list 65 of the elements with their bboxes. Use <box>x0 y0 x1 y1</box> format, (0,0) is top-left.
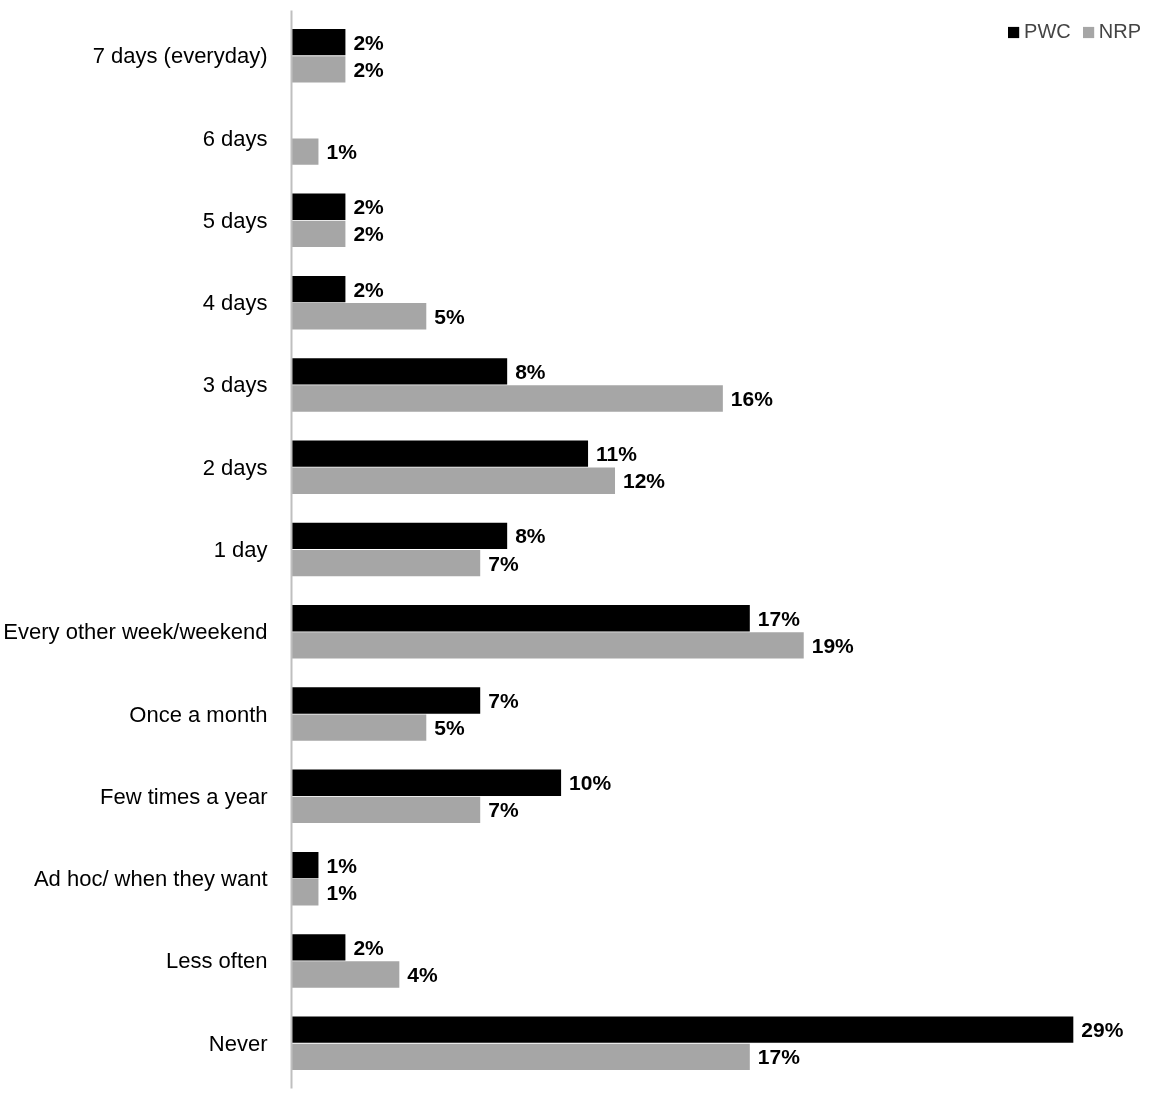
bar <box>291 714 427 741</box>
y-tick-label: Every other week/weekend <box>3 619 268 645</box>
data-label: 7% <box>488 689 519 712</box>
data-label: 8% <box>515 359 546 383</box>
y-tick-label: 3 days <box>202 372 268 398</box>
legend-label: PWC <box>1024 20 1071 43</box>
y-tick-label: Ad hoc/ when they want <box>33 866 268 892</box>
data-label: 2% <box>353 277 385 301</box>
bar <box>291 851 319 879</box>
bar <box>291 440 589 467</box>
bar <box>291 769 562 796</box>
data-label: 2% <box>353 935 385 959</box>
bar <box>291 879 319 906</box>
bar <box>291 632 804 659</box>
y-tick-label: 6 days <box>202 125 268 151</box>
bar <box>291 358 508 385</box>
y-tick-label: 7 days (everyday) <box>92 43 268 69</box>
data-label: 5% <box>434 304 465 328</box>
data-label: 19% <box>811 633 855 657</box>
data-label: 16% <box>730 387 774 410</box>
bar <box>291 605 750 632</box>
y-tick-label: 2 days <box>202 454 268 480</box>
bar <box>291 220 346 248</box>
data-label: 2% <box>353 30 385 54</box>
data-label: 1% <box>326 140 358 164</box>
data-label: 4% <box>407 963 439 987</box>
legend-label: NRP <box>1098 20 1141 43</box>
y-tick-label: Less often <box>165 948 268 974</box>
bar <box>291 303 427 330</box>
y-tick-label: 1 day <box>213 537 268 562</box>
data-label: 11% <box>596 442 638 466</box>
y-tick-label: Few times a year <box>100 783 268 809</box>
bar <box>291 1043 750 1070</box>
y-tick-label: Once a month <box>129 701 268 727</box>
data-label: 7% <box>488 551 519 575</box>
bar <box>291 961 400 988</box>
data-label: 29% <box>1081 1018 1124 1042</box>
bar <box>291 275 346 303</box>
bar <box>291 522 508 550</box>
data-label: 1% <box>326 853 358 877</box>
bar <box>291 796 481 824</box>
data-label: 8% <box>515 524 546 548</box>
data-label: 2% <box>353 195 385 219</box>
bar <box>291 1016 1074 1043</box>
bar <box>291 934 346 961</box>
data-label: 5% <box>434 716 465 740</box>
bar <box>291 56 346 83</box>
bar <box>291 138 319 165</box>
bar <box>291 549 481 577</box>
bar <box>291 193 346 220</box>
data-label: 2% <box>353 222 385 246</box>
y-tick-label: 4 days <box>202 290 268 316</box>
data-label: 1% <box>326 880 358 904</box>
data-label: 2% <box>353 57 385 81</box>
data-label: 10% <box>569 771 612 795</box>
bar <box>291 385 723 412</box>
data-label: 12% <box>623 469 666 493</box>
y-tick-label: 5 days <box>202 207 268 233</box>
bar <box>291 687 481 714</box>
data-label: 17% <box>757 606 801 630</box>
y-tick-label: Never <box>208 1030 268 1056</box>
data-label: 7% <box>488 798 519 822</box>
data-label: 17% <box>757 1045 801 1069</box>
bar <box>291 467 616 494</box>
bar <box>291 29 346 56</box>
